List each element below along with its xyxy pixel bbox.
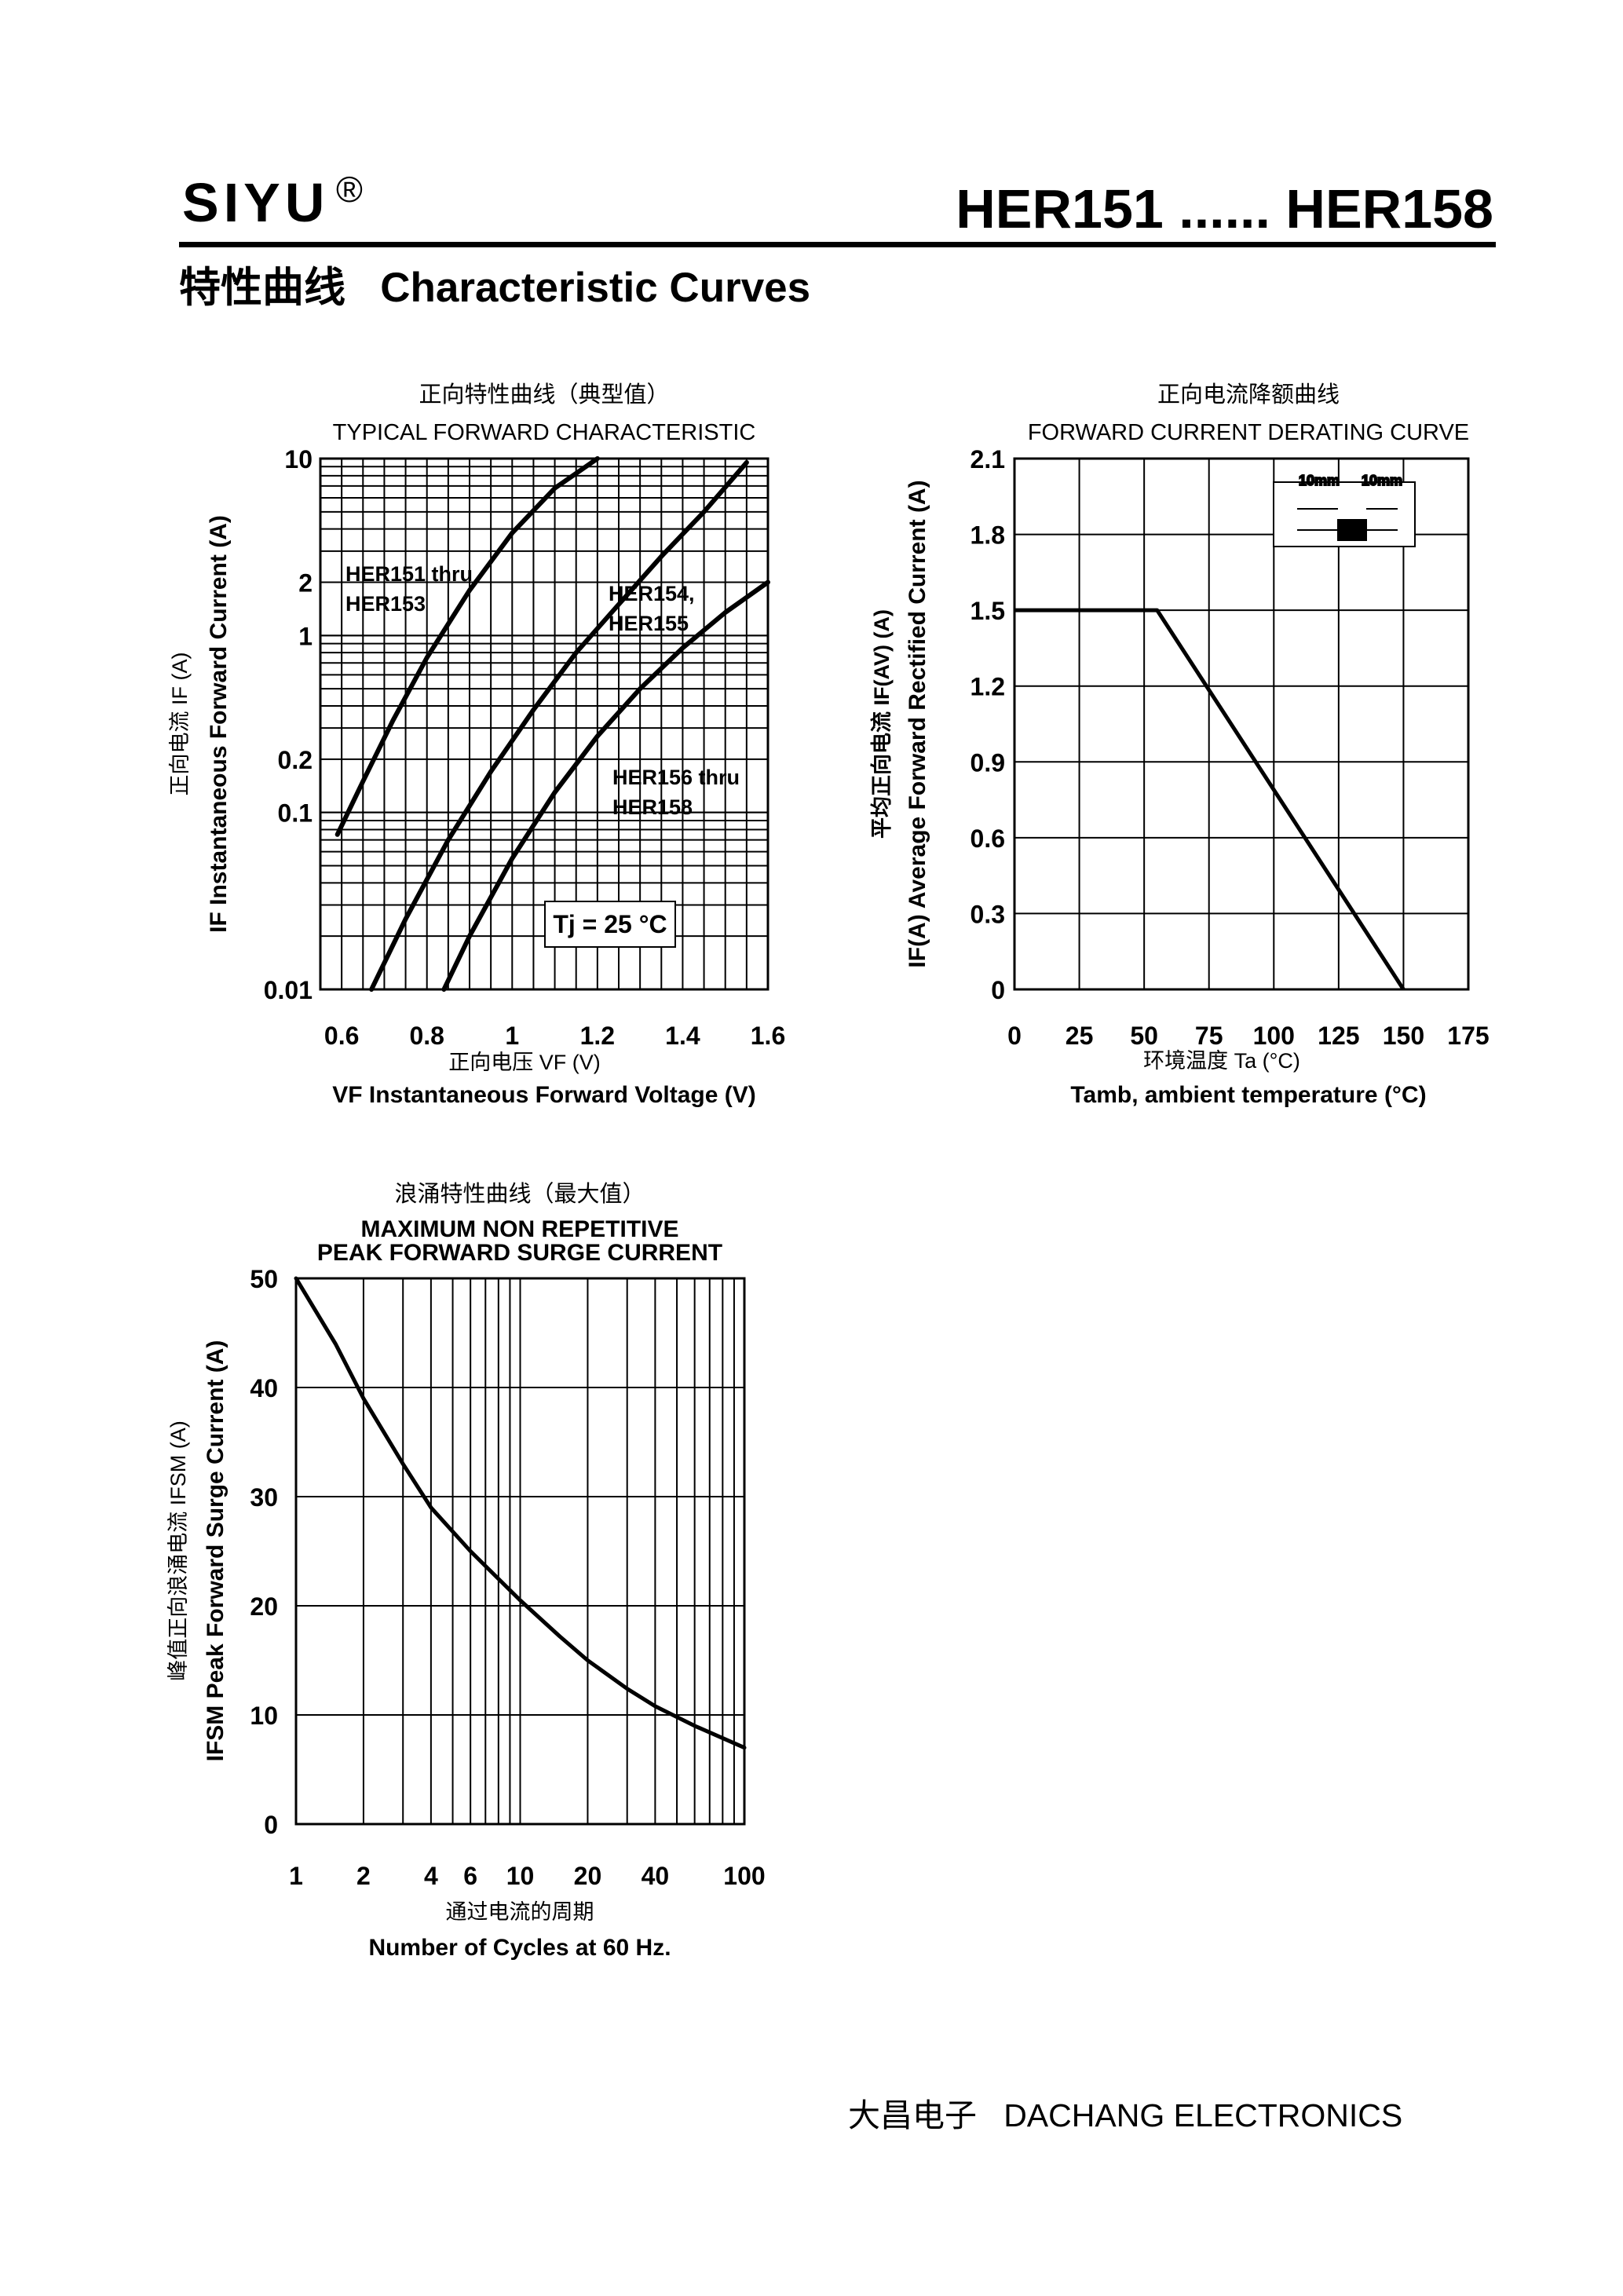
y-axis-label: IF(A) Average Forward Rectified Current … [905,480,930,967]
y-tick-label: 0.3 [971,900,1005,928]
x-tick-label: 4 [424,1862,438,1890]
series-label-1-line2: HER153 [345,592,426,616]
y-tick-label: 1.2 [971,673,1005,701]
y-tick-label: 0 [991,976,1005,1004]
brand-logo: SIYU [182,172,330,233]
plot-frame [1013,457,1470,991]
chart-title-cn: 正向特性曲线（典型值） [419,382,669,408]
derating-curve-chart: 0 25 50 75 100 125 150 175 2.1 1.8 1.5 1.2 0.9 0.6 0.3… [869,382,1490,1108]
y-tick-label: 0.1 [278,799,313,828]
y-axis-label: IF Instantaneous Forward Current (A) [206,515,232,933]
inset-label-left: 10mm [1299,473,1340,488]
plot-frame [319,457,769,991]
y-tick-label: 50 [250,1265,278,1293]
x-tick-label: 1 [505,1022,519,1050]
y-tick-label: 0.2 [278,746,313,774]
y-tick-label: 0.9 [971,748,1005,777]
x-tick-label: 10 [506,1862,535,1890]
y-tick-label: 40 [250,1374,278,1402]
x-tick-label: 6 [463,1862,477,1890]
y-tick-label: 2.1 [971,445,1005,473]
series-line-2 [369,460,749,992]
header-rule [179,242,1496,247]
inset-label-right: 10mm [1362,473,1402,488]
x-tick-label: 0.8 [409,1022,444,1050]
section-heading-en: Characteristic Curves [380,265,811,311]
inset-diode-body [1337,519,1367,541]
y-tick-label: 10 [250,1702,278,1730]
part-number-range: HER151 ...... HER158 [956,178,1493,239]
surge-current-chart: 1 2 4 6 10 20 40 10050403020100浪涌特性曲线（最大值）MAXIM… [166,1181,766,1961]
series-label-1-line1: HER151 thru [345,562,473,586]
x-tick-label: 1 [289,1862,303,1890]
x-tick-label: 1.2 [580,1022,615,1050]
annotation-box [544,901,676,948]
chart-title: TYPICAL FORWARD CHARACTERISTIC [333,420,756,445]
x-tick-label: 100 [723,1862,765,1890]
chart-title-cn: 浪涌特性曲线（最大值） [394,1181,645,1207]
x-axis-label: Tamb, ambient temperature (°C) [1070,1082,1426,1108]
grid [295,1278,745,1824]
x-tick-label: 150 [1383,1022,1424,1050]
series-label-2-line2: HER155 [609,612,689,635]
y-tick-label: 10 [284,445,313,473]
x-tick-label: 25 [1066,1022,1094,1050]
y-tick-label: 0.6 [971,824,1005,853]
x-tick-label: 1.6 [751,1022,785,1050]
x-tick-label: 0 [1007,1022,1022,1050]
annotation-tj: Tj = 25 °C [553,910,667,938]
series-line-3 [441,579,770,992]
x-tick-label: 75 [1195,1022,1223,1050]
chart-title: MAXIMUM NON REPETITIVE [360,1216,678,1242]
x-tick-label: 40 [642,1862,670,1890]
x-axis-label-cn: 通过电流的周期 [446,1900,594,1924]
y-tick-label: 1.5 [971,597,1005,625]
series-label-2-line1: HER154, [609,582,695,605]
registered-mark: ® [336,169,363,210]
x-tick-label: 20 [574,1862,602,1890]
y-tick-label: 20 [250,1592,278,1621]
series-line-1 [294,1276,747,1750]
y-tick-label: 30 [250,1483,278,1512]
y-axis-label-cn: 峰值正向浪涌电流 IFSM (A) [166,1420,190,1681]
x-tick-label: 0.6 [324,1022,359,1050]
chart-title: FORWARD CURRENT DERATING CURVE [1028,420,1469,445]
y-tick-label: 1.8 [971,521,1005,550]
x-axis-label: Number of Cycles at 60 Hz. [368,1935,671,1961]
section-heading: 特性曲线 Characteristic Curves [179,254,810,314]
series-line-1 [334,456,600,837]
y-tick-label: 2 [298,569,313,598]
y-axis-label-cn: 正向电流 IF (A) [168,653,192,796]
y-tick-label: 0.01 [264,976,313,1004]
x-tick-label: 1.4 [665,1022,700,1050]
x-tick-label: 2 [356,1862,371,1890]
plot-frame [294,1277,746,1826]
forward-characteristic-chart: 0.6 0.8 1 1.2 1.4 1.6 10 2 1 0.2 0.1 0.01 正向特性曲线（典型值… [168,382,785,1108]
x-axis-label-cn: 环境温度 Ta (°C) [1143,1049,1300,1073]
x-axis-label-cn: 正向电压 VF (V) [448,1051,601,1074]
y-tick-label: 1 [298,622,313,650]
y-tick-label: 0 [264,1811,278,1839]
company-name-cn: 大昌电子 [848,2097,977,2134]
x-tick-label: 175 [1447,1022,1489,1050]
series-line-1 [1014,608,1406,991]
y-axis-label-cn: 平均正向电流 IF(AV) (A) [869,609,894,839]
chart-title-cn: 正向电流降额曲线 [1157,382,1340,408]
x-tick-label: 100 [1253,1022,1295,1050]
company-footer: 大昌电子 DACHANG ELECTRONICS [848,2089,1402,2136]
x-axis-label: VF Instantaneous Forward Voltage (V) [332,1082,756,1108]
y-axis-label: IFSM Peak Forward Surge Current (A) [203,1340,228,1762]
x-tick-label: 50 [1130,1022,1158,1050]
series-label-3-line1: HER156 thru [612,766,740,789]
x-tick-label: 125 [1318,1022,1359,1050]
company-name-en: DACHANG ELECTRONICS [1003,2097,1403,2133]
series-label-3-line2: HER158 [612,795,693,819]
section-heading-cn: 特性曲线 [179,264,345,312]
chart-subtitle: PEAK FORWARD SURGE CURRENT [317,1240,722,1266]
lead-length-inset: 10mm 10mm [1273,472,1416,547]
